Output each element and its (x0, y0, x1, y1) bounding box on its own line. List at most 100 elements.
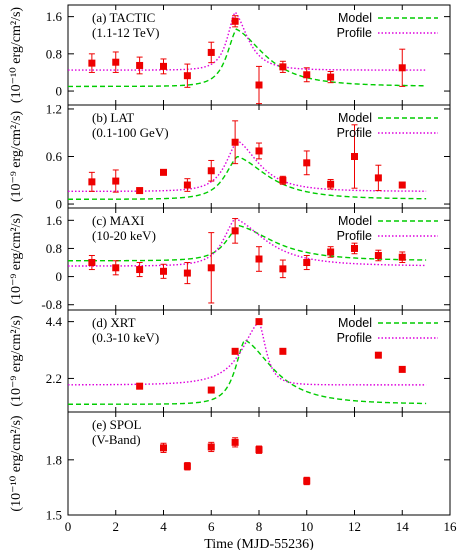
y-tick-label: 0 (56, 84, 63, 99)
x-tick-label: 0 (65, 519, 72, 534)
data-point (183, 72, 191, 80)
model-curve (68, 224, 427, 262)
data-point (327, 248, 335, 256)
data-point (136, 382, 144, 390)
profile-curve (68, 217, 427, 267)
data-point (207, 48, 215, 56)
legend-model-label: Model (338, 316, 372, 330)
x-tick-label: 10 (300, 519, 313, 534)
panel-spol: 1.5 1.8 (10⁻¹⁰ erg/cm²/s) (e) SPOL(V-Band) (9, 411, 451, 523)
x-axis-label: Time (MJD-55236) (204, 537, 314, 550)
data-point (231, 17, 239, 25)
data-point (255, 318, 263, 326)
x-tick-label: 6 (208, 519, 215, 534)
data-point (88, 59, 96, 67)
legend-profile-label: Profile (337, 126, 372, 140)
model-curve (68, 155, 427, 200)
y-tick-label: 0.6 (46, 149, 63, 164)
data-point (398, 365, 406, 373)
data-point (303, 477, 311, 485)
profile-curve (68, 11, 427, 71)
x-tick-label: 16 (444, 519, 458, 534)
y-tick-label: 0 (56, 197, 63, 212)
data-point (303, 71, 311, 79)
data-point (160, 267, 167, 275)
y-tick-label: 0.8 (46, 241, 62, 256)
legend-model-label: Model (338, 111, 372, 125)
y-axis-label: (10⁻⁹ erg/cm²/s) (9, 315, 24, 407)
data-point (255, 81, 263, 89)
data-point (207, 443, 215, 451)
legend-model-label: Model (338, 11, 372, 25)
y-tick-label: -0.8 (41, 297, 62, 312)
panel-label: (a) TACTIC (92, 10, 155, 25)
legend-profile-label: Profile (337, 26, 372, 40)
panel-xrt: 2.2 4.4 (10⁻⁹ erg/cm²/s) (d) XRT(0.3-10 keV… (9, 309, 451, 413)
data-point (398, 64, 406, 72)
panel-sublabel: (0.1-100 GeV) (92, 125, 169, 140)
x-tick-label: 14 (396, 519, 410, 534)
panel-label: (c) MAXI (92, 213, 144, 228)
data-point (160, 444, 167, 452)
data-point (374, 174, 382, 182)
data-point (88, 259, 96, 267)
data-point (303, 159, 311, 167)
y-tick-label: 4.4 (46, 314, 63, 329)
data-point (160, 168, 167, 176)
y-axis-label: (10⁻¹⁰ erg/cm²/s) (9, 7, 24, 104)
profile-curve (68, 140, 427, 193)
data-point (374, 351, 382, 359)
panel-lat: 0 0.6 1.2 (10⁻⁹ erg/cm²/s) (b) LAT(0.1-100 G… (9, 101, 451, 212)
data-point (207, 167, 215, 175)
panel-maxi: -0.8 0 0.8 1.6 (10⁻⁹ erg/cm²/s) (c) MAXI(10-2… (9, 207, 451, 312)
y-tick-label: 1.5 (46, 508, 62, 523)
data-point (136, 266, 144, 274)
y-axis-label: (10⁻⁹ erg/cm²/s) (9, 111, 24, 203)
y-tick-label: 1.2 (46, 101, 62, 116)
panel-sublabel: (V-Band) (92, 432, 141, 447)
y-tick-label: 1.6 (46, 213, 63, 228)
data-point (183, 181, 191, 189)
data-point (136, 61, 144, 69)
data-point (398, 253, 406, 261)
x-tick-label: 12 (348, 519, 361, 534)
data-point (351, 153, 358, 160)
data-point (112, 264, 120, 272)
panel-sublabel: (1.1-12 TeV) (92, 25, 159, 40)
data-point (303, 259, 311, 267)
data-point (231, 138, 239, 146)
data-point (112, 177, 120, 185)
data-point (231, 438, 239, 446)
panel-sublabel: (0.3-10 keV) (92, 330, 159, 345)
legend-profile-label: Profile (337, 331, 372, 345)
profile-curve (68, 320, 427, 386)
data-point (351, 244, 358, 252)
legend-model-label: Model (338, 214, 372, 228)
model-curve (68, 339, 427, 405)
data-point (255, 255, 263, 263)
data-point (112, 58, 120, 66)
data-point (183, 462, 191, 470)
y-tick-label: 0 (56, 269, 63, 284)
legend-profile-label: Profile (337, 229, 372, 243)
y-axis-label: (10⁻¹⁰ erg/cm²/s) (9, 415, 24, 512)
panel-tactic: 0 0.8 1.6 (10⁻¹⁰ erg/cm²/s) (a) TACTIC(1.1-1… (9, 4, 451, 106)
panel-label: (d) XRT (92, 315, 136, 330)
data-point (136, 187, 144, 195)
data-point (183, 269, 191, 277)
y-tick-label: 1.6 (46, 9, 63, 24)
y-tick-label: 1.8 (46, 452, 62, 467)
data-point (279, 347, 287, 355)
y-axis-label: (10⁻⁹ erg/cm²/s) (9, 213, 24, 305)
panel-label: (e) SPOL (92, 417, 142, 432)
y-tick-label: 2.2 (46, 371, 62, 386)
data-point (327, 180, 335, 188)
model-curve (68, 28, 427, 88)
data-point (279, 265, 287, 273)
data-point (398, 181, 406, 189)
data-point (327, 73, 335, 81)
data-point (231, 347, 239, 355)
y-tick-label: 0.8 (46, 46, 62, 61)
x-tick-label: 2 (113, 519, 120, 534)
